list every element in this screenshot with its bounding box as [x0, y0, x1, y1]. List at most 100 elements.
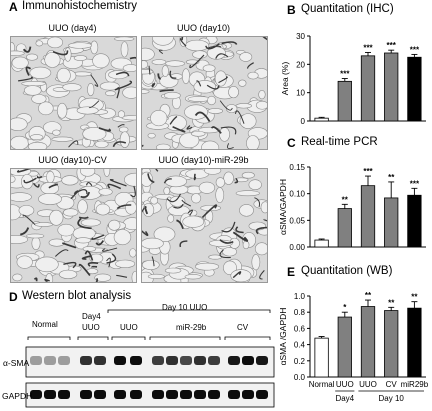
- significance-label: ***: [387, 41, 397, 50]
- wb-header-cv: CV: [237, 323, 249, 332]
- bar: [360, 185, 376, 248]
- group-label: Day4: [335, 394, 354, 403]
- micrograph-day10-cv: [10, 168, 137, 283]
- bar: [337, 316, 352, 378]
- bar: [314, 337, 329, 378]
- significance-label: ***: [340, 70, 350, 79]
- significance-label: *: [343, 303, 347, 312]
- wb-band-gapdh: [80, 390, 92, 399]
- wb-band-gapdh: [242, 390, 254, 399]
- y-tick-label: 0: [301, 117, 306, 126]
- y-axis-label: Area (%): [280, 62, 290, 96]
- x-tick-label: Normal: [309, 380, 335, 389]
- wb-header-day4-uuo: UUO: [82, 323, 100, 332]
- bar: [384, 52, 399, 122]
- significance-label: ***: [410, 45, 420, 54]
- wb-band-gapdh: [228, 390, 240, 399]
- wb-header-day10: Day 10 UUO: [162, 303, 208, 312]
- micrograph-label-day10-cv: UUO (day10)-CV: [38, 155, 107, 165]
- micrograph-day10: [141, 36, 268, 150]
- wb-band-sma: [242, 356, 254, 365]
- wb-band-sma: [130, 356, 142, 365]
- micrograph-label-day10-mir29b: UUO (day10)-miR-29b: [158, 155, 249, 165]
- y-tick-label: 10: [296, 89, 305, 98]
- x-tick-label: UUO: [336, 380, 354, 389]
- significance-label: **: [388, 298, 395, 307]
- wb-row-label-alpha-sma: α-SMA: [3, 358, 29, 368]
- western-blot: α-SMA GAPDH: [2, 309, 275, 408]
- wb-band-gapdh: [166, 390, 178, 399]
- bar: [407, 56, 422, 122]
- y-axis-label: αSMA/GAPDH: [278, 179, 288, 235]
- panel-a-letter: A: [9, 0, 18, 14]
- bar: [360, 306, 376, 378]
- significance-label: ***: [363, 43, 373, 52]
- wb-band-gapdh: [256, 390, 268, 399]
- y-tick-label: 0.00: [289, 243, 305, 252]
- y-tick-label: 0.4: [294, 341, 306, 350]
- wb-band-gapdh: [194, 390, 206, 399]
- wb-band-sma: [58, 356, 70, 365]
- wb-band-gapdh: [180, 390, 192, 399]
- micrograph-day10-mir29b: [141, 168, 268, 283]
- wb-row-label-gapdh: GAPDH: [2, 391, 32, 401]
- panel-b-title: Quantitation (IHC): [301, 3, 394, 15]
- bar: [314, 239, 329, 248]
- panel-b-letter: B: [287, 3, 296, 17]
- wb-band-sma: [228, 356, 240, 365]
- y-axis-label: αSMA /GAPDH: [278, 308, 288, 366]
- y-tick-label: 0.6: [294, 324, 306, 333]
- significance-label: ***: [410, 179, 420, 188]
- y-tick-label: 20: [296, 60, 305, 69]
- bar: [337, 80, 352, 122]
- panel-c-title: Real-time PCR: [301, 136, 378, 148]
- wb-band-gapdh: [130, 390, 142, 399]
- x-tick-label: CV: [386, 380, 398, 389]
- x-tick-label: UUO: [359, 380, 377, 389]
- wb-band-gapdh: [58, 390, 70, 399]
- chart-b: 0 10 20 30 Area (%) *** *** *** ***: [280, 32, 426, 126]
- wb-band-gapdh: [44, 390, 56, 399]
- bar: [384, 197, 399, 248]
- wb-band-sma: [152, 356, 164, 365]
- bar: [314, 117, 329, 122]
- panel-e-title: Quantitation (WB): [301, 265, 393, 277]
- y-tick-label: 0.05: [289, 216, 305, 225]
- wb-band-sma: [114, 356, 126, 365]
- panel-c-letter: C: [287, 136, 296, 150]
- wb-band-sma: [194, 356, 206, 365]
- wb-band-sma: [256, 356, 268, 365]
- bar: [407, 194, 422, 248]
- wb-header-normal: Normal: [32, 320, 58, 329]
- y-tick-label: 30: [296, 32, 305, 41]
- significance-label: **: [342, 195, 349, 204]
- bar: [384, 310, 399, 378]
- wb-band-gapdh: [30, 390, 42, 399]
- y-tick-label: 1.0: [294, 292, 306, 301]
- x-tick-label: miR29b: [401, 380, 429, 389]
- wb-band-sma: [80, 356, 92, 365]
- y-tick-label: 0.2: [294, 357, 306, 366]
- significance-label: **: [365, 291, 372, 300]
- wb-header-mir29b: miR-29b: [176, 323, 207, 332]
- significance-label: **: [388, 173, 395, 182]
- panel-d-title: Western blot analysis: [22, 290, 132, 302]
- micrograph-day4: [10, 36, 137, 150]
- wb-band-gapdh: [152, 390, 164, 399]
- wb-band-sma: [180, 356, 192, 365]
- wb-header-uuo: UUO: [120, 323, 138, 332]
- wb-band-sma: [44, 356, 56, 365]
- bar: [407, 307, 422, 378]
- y-tick-label: 0.10: [289, 190, 305, 199]
- wb-band-gapdh: [114, 390, 126, 399]
- micrograph-label-day10: UUO (day10): [176, 23, 230, 33]
- wb-header-day4: Day4: [82, 312, 101, 321]
- micrograph-label-day4: UUO (day4): [48, 23, 97, 33]
- wb-band-sma: [94, 356, 106, 365]
- bar: [360, 55, 376, 122]
- y-tick-label: 0.8: [294, 308, 306, 317]
- panel-a-title: Immunohistochemistry: [22, 0, 138, 12]
- wb-band-sma: [30, 356, 42, 365]
- group-label: Day 10: [379, 394, 405, 403]
